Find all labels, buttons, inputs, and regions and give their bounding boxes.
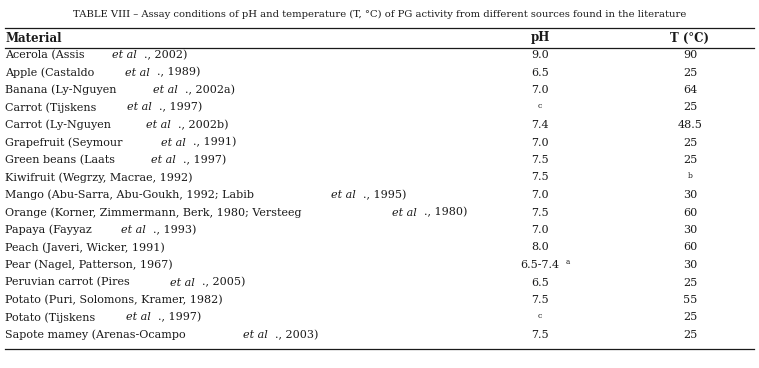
Text: 64: 64 <box>683 85 697 95</box>
Text: Acerola (Assis: Acerola (Assis <box>5 50 88 60</box>
Text: 6.5: 6.5 <box>531 277 549 287</box>
Text: Kiwifruit (Wegrzy, Macrae, 1992): Kiwifruit (Wegrzy, Macrae, 1992) <box>5 172 193 183</box>
Text: 7.5: 7.5 <box>531 208 549 217</box>
Text: ., 1993): ., 1993) <box>153 225 197 235</box>
Text: ., 1995): ., 1995) <box>363 190 406 200</box>
Text: ., 2002b): ., 2002b) <box>178 120 228 130</box>
Text: 7.4: 7.4 <box>531 120 549 130</box>
Text: et al: et al <box>243 330 267 340</box>
Text: 7.5: 7.5 <box>531 173 549 183</box>
Text: a: a <box>565 258 569 266</box>
Text: ., 1997): ., 1997) <box>159 102 203 113</box>
Text: et al: et al <box>112 50 137 60</box>
Text: 25: 25 <box>683 312 697 322</box>
Text: 55: 55 <box>683 295 697 305</box>
Text: et al: et al <box>128 103 152 113</box>
Text: 7.0: 7.0 <box>531 85 549 95</box>
Text: Orange (Korner, Zimmermann, Berk, 1980; Versteeg: Orange (Korner, Zimmermann, Berk, 1980; … <box>5 207 305 218</box>
Text: et al: et al <box>161 138 186 148</box>
Text: c: c <box>538 102 542 110</box>
Text: 25: 25 <box>683 330 697 340</box>
Text: Carrot (Ly-Nguyen: Carrot (Ly-Nguyen <box>5 120 115 130</box>
Text: ., 1989): ., 1989) <box>156 67 200 78</box>
Text: et al: et al <box>331 190 355 200</box>
Text: 7.0: 7.0 <box>531 225 549 235</box>
Text: 90: 90 <box>683 50 697 60</box>
Text: et al: et al <box>171 277 195 287</box>
Text: Pear (Nagel, Patterson, 1967): Pear (Nagel, Patterson, 1967) <box>5 260 172 270</box>
Text: 48.5: 48.5 <box>678 120 702 130</box>
Text: et al: et al <box>153 85 178 95</box>
Text: 25: 25 <box>683 67 697 78</box>
Text: Material: Material <box>5 32 61 45</box>
Text: Grapefruit (Seymour: Grapefruit (Seymour <box>5 137 126 148</box>
Text: 30: 30 <box>683 260 697 270</box>
Text: T (°C): T (°C) <box>670 32 710 45</box>
Text: Potato (Puri, Solomons, Kramer, 1982): Potato (Puri, Solomons, Kramer, 1982) <box>5 295 222 305</box>
Text: Peach (Javeri, Wicker, 1991): Peach (Javeri, Wicker, 1991) <box>5 242 165 253</box>
Text: 25: 25 <box>683 277 697 287</box>
Text: 8.0: 8.0 <box>531 243 549 252</box>
Text: 6.5: 6.5 <box>531 67 549 78</box>
Text: Potato (Tijskens: Potato (Tijskens <box>5 312 99 323</box>
Text: ., 1997): ., 1997) <box>184 155 227 165</box>
Text: ., 2003): ., 2003) <box>275 330 318 340</box>
Text: ., 2005): ., 2005) <box>203 277 246 288</box>
Text: et al: et al <box>152 155 176 165</box>
Text: 7.5: 7.5 <box>531 295 549 305</box>
Text: 7.0: 7.0 <box>531 190 549 200</box>
Text: 6.5-7.4: 6.5-7.4 <box>521 260 559 270</box>
Text: Sapote mamey (Arenas-Ocampo: Sapote mamey (Arenas-Ocampo <box>5 330 189 340</box>
Text: Green beans (Laats: Green beans (Laats <box>5 155 118 165</box>
Text: pH: pH <box>531 32 550 45</box>
Text: Mango (Abu-Sarra, Abu-Goukh, 1992; Labib: Mango (Abu-Sarra, Abu-Goukh, 1992; Labib <box>5 190 257 200</box>
Text: ., 1980): ., 1980) <box>424 207 468 217</box>
Text: 9.0: 9.0 <box>531 50 549 60</box>
Text: 7.5: 7.5 <box>531 155 549 165</box>
Text: Papaya (Fayyaz: Papaya (Fayyaz <box>5 225 95 235</box>
Text: 30: 30 <box>683 225 697 235</box>
Text: 25: 25 <box>683 138 697 148</box>
Text: ., 2002a): ., 2002a) <box>185 85 235 95</box>
Text: ., 1997): ., 1997) <box>158 312 201 323</box>
Text: et al: et al <box>121 225 146 235</box>
Text: c: c <box>538 311 542 319</box>
Text: TABLE VIII – Assay conditions of pH and temperature (T, °C) of PG activity from : TABLE VIII – Assay conditions of pH and … <box>73 10 686 19</box>
Text: Carrot (Tijskens: Carrot (Tijskens <box>5 102 100 113</box>
Text: Apple (Castaldo: Apple (Castaldo <box>5 67 98 78</box>
Text: ., 2002): ., 2002) <box>144 50 187 60</box>
Text: 25: 25 <box>683 103 697 113</box>
Text: Peruvian carrot (Pires: Peruvian carrot (Pires <box>5 277 134 288</box>
Text: et al: et al <box>392 208 417 217</box>
Text: b: b <box>688 171 692 180</box>
Text: et al: et al <box>124 67 150 78</box>
Text: 25: 25 <box>683 155 697 165</box>
Text: 30: 30 <box>683 190 697 200</box>
Text: Banana (Ly-Nguyen: Banana (Ly-Nguyen <box>5 85 120 95</box>
Text: ., 1991): ., 1991) <box>193 137 237 148</box>
Text: 7.0: 7.0 <box>531 138 549 148</box>
Text: 60: 60 <box>683 208 697 217</box>
Text: 7.5: 7.5 <box>531 330 549 340</box>
Text: et al: et al <box>126 312 151 322</box>
Text: 60: 60 <box>683 243 697 252</box>
Text: et al: et al <box>146 120 171 130</box>
